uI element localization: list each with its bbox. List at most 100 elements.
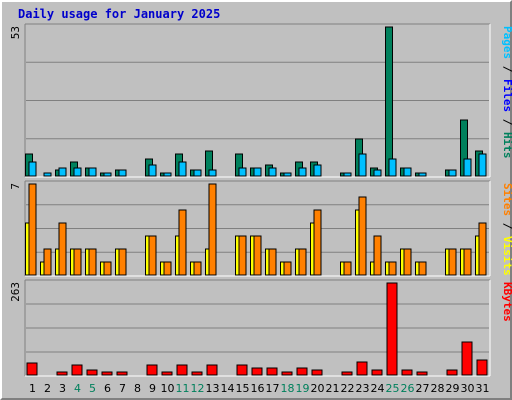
bar-visits-sites [463,248,472,276]
x-tick-label: 8 [134,382,141,395]
bar-visits-sites [178,209,187,276]
bar-kbytes-kbytes [266,367,278,376]
bar-visits-sites [298,248,307,276]
legend-entry: Visits [501,236,512,276]
x-tick-label: 11 [176,382,190,395]
bar-hits-pages [58,167,67,177]
bar-visits-sites [88,248,97,276]
x-tick-label: 16 [251,382,265,395]
x-tick-label: 1 [29,382,36,395]
bar-kbytes-kbytes [296,367,308,376]
bar-hits-pages [418,172,427,177]
legend-entry: / [501,59,512,79]
x-tick-label: 25 [386,382,400,395]
bar-visits-sites [388,261,397,276]
bar-kbytes-kbytes [86,369,98,376]
x-tick-label: 2 [44,382,51,395]
x-tick-label: 17 [266,382,280,395]
bar-hits-pages [283,172,292,177]
bar-visits-sites [313,209,322,276]
bar-kbytes-kbytes [236,364,248,376]
x-tick-label: 30 [461,382,475,395]
x-tick-label: 20 [311,382,325,395]
x-tick-label: 28 [431,382,445,395]
bar-visits-sites [343,261,352,276]
legend-entry: KBytes [501,282,512,322]
bar-hits-pages [463,158,472,177]
bar-hits-pages [358,153,367,177]
x-tick-label: 5 [89,382,96,395]
bar-visits-sites [58,222,67,276]
bar-visits-sites [253,235,262,276]
bar-visits-sites [148,235,157,276]
bar-hits-pages [118,169,127,177]
y-max-label-kbytes: 263 [9,282,22,302]
bar-visits-sites [448,248,457,276]
bar-visits-sites [118,248,127,276]
bar-visits-sites [163,261,172,276]
bar-kbytes-kbytes [191,371,203,376]
bar-hits-pages [298,167,307,177]
y-max-label-visits: 7 [9,183,22,190]
bar-kbytes-kbytes [176,364,188,376]
x-tick-label: 9 [149,382,156,395]
x-tick-label: 10 [161,382,175,395]
bar-visits-sites [193,261,202,276]
x-tick-label: 31 [476,382,490,395]
x-tick-label: 6 [104,382,111,395]
bar-hits-pages [148,164,157,177]
y-max-label-hits: 53 [9,26,22,39]
legend-entry: / [501,216,512,236]
chart-title: Daily usage for January 2025 [18,7,221,21]
bar-hits-pages [28,161,37,177]
x-tick-label: 4 [74,382,81,395]
x-tick-label: 18 [281,382,295,395]
bar-hits-pages [373,169,382,177]
bar-hits-pages [163,172,172,177]
bar-hits-pages [478,153,487,177]
bar-kbytes-kbytes [56,371,68,376]
bar-kbytes-kbytes [371,369,383,376]
bar-hits-pages [88,167,97,177]
bar-kbytes-kbytes [206,364,218,376]
bar-visits-sites [283,261,292,276]
bar-kbytes-kbytes [341,371,353,376]
bar-hits-pages [448,169,457,177]
bar-kbytes-kbytes [356,361,368,376]
x-tick-label: 24 [371,382,385,395]
bar-visits-sites [478,222,487,276]
bar-visits-sites [373,235,382,276]
bar-hits-pages [313,164,322,177]
legend-kbytes: KBytes [501,282,512,322]
x-tick-label: 27 [416,382,430,395]
bar-hits-pages [238,167,247,177]
bar-visits-sites [28,183,37,276]
bar-hits-pages [253,167,262,177]
bar-kbytes-kbytes [101,371,113,376]
x-tick-label: 12 [191,382,205,395]
bar-kbytes-kbytes [71,364,83,376]
bar-visits-sites [418,261,427,276]
x-tick-label: 3 [59,382,66,395]
bar-visits-sites [73,248,82,276]
bar-hits-pages [208,169,217,177]
bar-kbytes-kbytes [416,371,428,376]
bar-kbytes-kbytes [311,369,323,376]
bar-hits-pages [103,172,112,177]
legend-entry: Hits [501,132,512,159]
x-tick-label: 15 [236,382,250,395]
bar-hits-pages [178,161,187,177]
x-tick-label: 7 [119,382,126,395]
bar-kbytes-kbytes [401,369,413,376]
legend-entry: Files [501,79,512,112]
bar-hits-pages [268,167,277,177]
bar-kbytes-kbytes [146,364,158,376]
bar-hits-pages [343,172,352,177]
bar-kbytes-kbytes [26,362,38,376]
bar-kbytes-kbytes [116,371,128,376]
x-tick-label: 13 [206,382,220,395]
bar-visits-sites [208,183,217,276]
legend-entry: Pages [501,26,512,59]
bar-visits-sites [238,235,247,276]
